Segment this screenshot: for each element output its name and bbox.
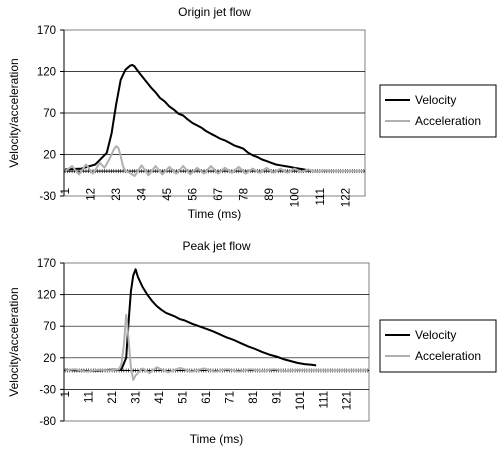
- x-tick-label: 101: [295, 391, 307, 410]
- x-tick-label: 23: [111, 188, 123, 201]
- y-axis-label: Velocity/acceleration: [7, 58, 21, 167]
- series-line-acceleration: [65, 313, 368, 381]
- x-tick-label: 56: [188, 188, 200, 201]
- x-tick-label: 34: [137, 187, 149, 200]
- chart-title: Peak jet flow: [182, 239, 250, 253]
- chart-1: Origin jet flow -30 20 70 120 170 1 12 23 34 45 56 6…: [7, 5, 497, 221]
- x-tick-label: 91: [271, 391, 283, 404]
- x-tick-label: 111: [315, 188, 327, 205]
- x-tick-label: 61: [201, 391, 213, 404]
- x-tick-label: 111: [318, 391, 330, 408]
- x-axis-label: Time (ms): [188, 207, 242, 221]
- series-line-velocity: [65, 63, 309, 172]
- x-tick-label: 81: [248, 391, 260, 404]
- y-tick-label: 70: [43, 321, 56, 333]
- x-tick-label: 31: [131, 391, 143, 404]
- legend: [379, 84, 497, 138]
- y-axis-label: Velocity/acceleration: [7, 287, 21, 396]
- y-tick-label: 170: [37, 25, 56, 37]
- y-tick-label: 170: [37, 258, 56, 270]
- y-tick-label: -80: [39, 416, 56, 428]
- y-tick-label: -30: [39, 384, 56, 396]
- x-tick-label: 71: [224, 391, 236, 404]
- x-tick-label: 21: [107, 391, 119, 404]
- legend: [379, 319, 497, 373]
- x-tick-label: 11: [84, 391, 96, 403]
- x-tick-label: 1: [60, 391, 72, 397]
- x-tick-label: 41: [154, 391, 166, 404]
- x-tick-label: 122: [340, 188, 352, 207]
- x-tick-label: 1: [60, 188, 72, 194]
- y-tick-label: 20: [43, 353, 56, 365]
- x-tick-label: 78: [238, 188, 250, 201]
- chart-title: Origin jet flow: [178, 5, 251, 19]
- legend-label: Acceleration: [415, 114, 481, 128]
- legend-label: Velocity: [415, 93, 456, 107]
- y-tick-label: -30: [39, 191, 56, 203]
- x-tick-label: 67: [213, 188, 225, 201]
- y-tick-label: 120: [37, 290, 56, 302]
- plot-area: [63, 262, 370, 422]
- x-tick-label: 45: [162, 188, 174, 201]
- x-tick-label: 100: [289, 188, 301, 207]
- legend-label: Acceleration: [415, 349, 481, 363]
- y-tick-label: 120: [37, 67, 56, 79]
- series-line-acceleration: [64, 145, 364, 178]
- x-tick-label: 89: [264, 188, 276, 201]
- x-tick-label: 121: [342, 391, 354, 410]
- x-axis-label: Time (ms): [190, 432, 244, 446]
- legend-label: Velocity: [415, 328, 456, 342]
- x-tick-label: 51: [177, 391, 189, 404]
- y-tick-label: 70: [43, 108, 56, 120]
- y-tick-label: 20: [43, 150, 56, 162]
- x-tick-label: 12: [86, 188, 98, 201]
